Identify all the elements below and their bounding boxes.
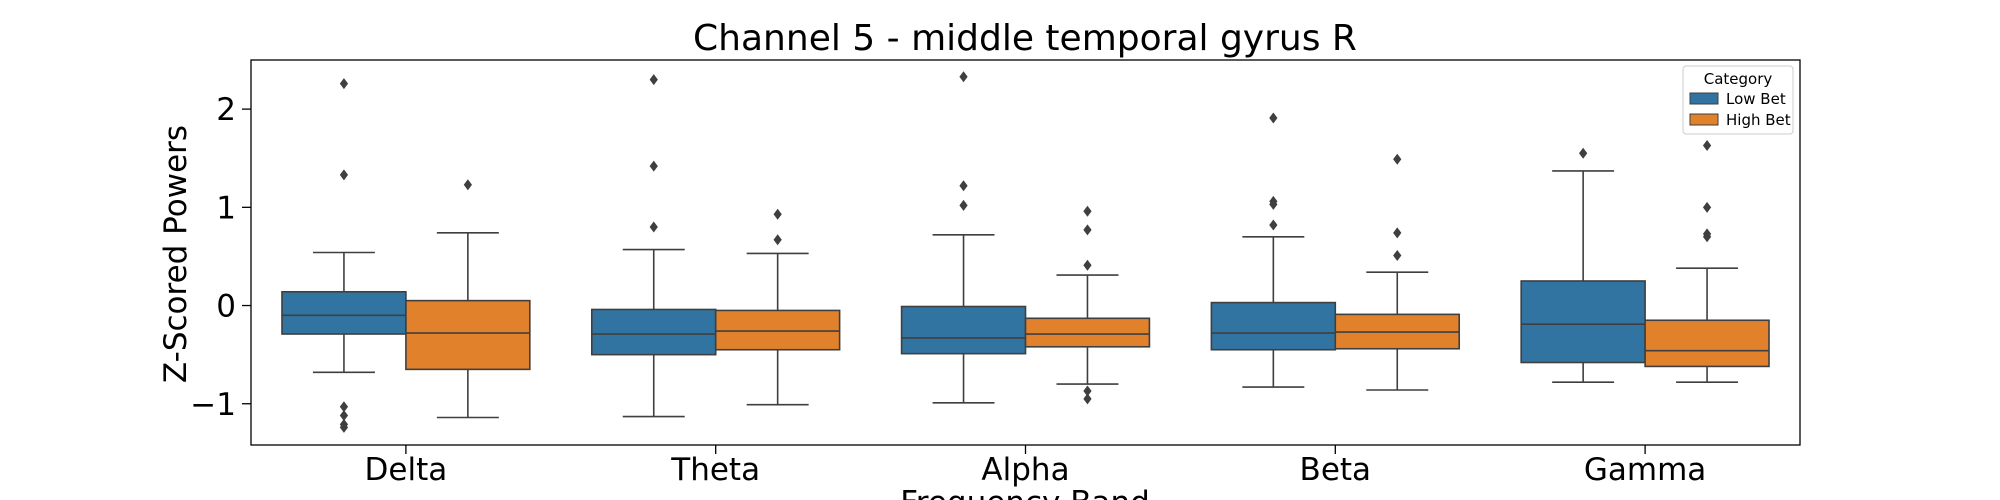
x-axis-label: Frequency Band [900, 485, 1150, 500]
outlier-point-low-bet [1269, 198, 1278, 210]
x-tick-label: Alpha [981, 452, 1069, 488]
outlier-point-high-bet [1702, 201, 1712, 213]
outlier-point-low-bet [959, 199, 968, 211]
outlier-point-low-bet [649, 74, 658, 86]
outlier-point-high-bet [1083, 393, 1092, 405]
x-tick-label: Theta [670, 452, 760, 488]
outlier-point-high-bet [1702, 139, 1712, 151]
outlier-point-high-bet [1083, 385, 1092, 397]
outlier-point-high-bet [1702, 231, 1712, 243]
outlier-point-low-bet [1269, 112, 1278, 124]
plot-frame [250, 59, 1801, 446]
outlier-point-low-bet [339, 169, 349, 181]
box-high-bet [1024, 317, 1151, 348]
legend-label-high-bet: High Bet [1726, 111, 1791, 129]
box-low-bet [900, 305, 1027, 355]
outlier-point-low-bet [959, 180, 968, 192]
y-tick-label: 2 [216, 92, 236, 128]
outlier-point-high-bet [1393, 249, 1402, 261]
box-low-bet [590, 308, 717, 356]
outlier-point-high-bet [1083, 205, 1092, 217]
outlier-point-high-bet [463, 179, 472, 191]
y-axis-label: Z-Scored Powers [158, 125, 194, 383]
box-low-bet [281, 290, 407, 335]
outlier-point-high-bet [773, 234, 782, 246]
x-tick-label: Delta [365, 452, 448, 488]
outlier-point-low-bet [339, 421, 349, 433]
chart-title: Channel 5 - middle temporal gyrus R [693, 18, 1357, 59]
legend: Category Low Bet High Bet [1682, 65, 1794, 135]
y-tick-label: 1 [216, 190, 236, 226]
legend-swatch-high-bet [1689, 113, 1719, 126]
outlier-point-low-bet [339, 78, 349, 90]
outlier-point-low-bet [339, 410, 349, 422]
x-tick-label: Gamma [1584, 452, 1706, 488]
legend-label-low-bet: Low Bet [1726, 90, 1786, 108]
outlier-point-high-bet [1083, 224, 1092, 236]
box-high-bet [714, 309, 841, 351]
outlier-point-high-bet [1083, 259, 1092, 271]
outlier-point-high-bet [773, 208, 782, 220]
box-low-bet [1520, 280, 1646, 364]
outlier-point-low-bet [339, 401, 349, 413]
outlier-point-low-bet [649, 221, 658, 233]
outlier-point-low-bet [959, 71, 968, 83]
outlier-point-high-bet [1393, 227, 1402, 239]
y-tick-label: −1 [190, 387, 236, 423]
legend-title: Category [1704, 70, 1773, 88]
outlier-point-low-bet [1269, 219, 1278, 231]
plot-area: −1 0 1 2 Delta Theta Alpha Beta Gamma [190, 71, 1770, 488]
outlier-point-low-bet [1579, 147, 1588, 159]
y-tick-label: 0 [216, 289, 236, 325]
box-high-bet [1644, 319, 1770, 368]
box-high-bet [405, 299, 531, 371]
box-low-bet [1210, 301, 1337, 351]
outlier-point-low-bet [649, 160, 658, 172]
outlier-point-high-bet [1393, 153, 1402, 165]
x-tick-label: Beta [1300, 452, 1372, 488]
legend-swatch-low-bet [1689, 92, 1719, 105]
